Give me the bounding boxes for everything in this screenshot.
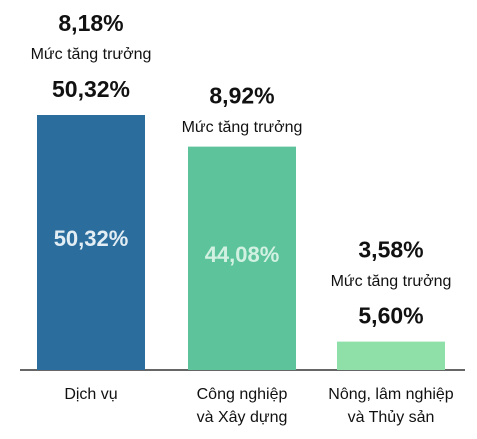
bar <box>37 115 145 370</box>
growth-caption: Mức tăng trưởng <box>182 119 303 136</box>
growth-label: 8,92% <box>209 83 274 109</box>
bar <box>337 341 445 370</box>
growth-label: 3,58% <box>358 237 423 263</box>
category-label: Công nghiệp <box>197 386 288 403</box>
share-inner-label: 44,08% <box>205 242 280 267</box>
bar <box>188 146 296 370</box>
share-inner-label: 50,32% <box>54 226 129 251</box>
share-label: 5,60% <box>358 303 423 329</box>
share-label: 50,32% <box>52 76 130 102</box>
category-label: và Xây dựng <box>197 409 288 426</box>
growth-label: 8,18% <box>58 10 123 36</box>
growth-caption: Mức tăng trưởng <box>331 273 452 290</box>
category-label: Dịch vụ <box>64 386 117 403</box>
category-label: Nông, lâm nghiệp <box>328 386 454 403</box>
category-label: và Thủy sản <box>348 409 435 426</box>
growth-caption: Mức tăng trưởng <box>31 46 152 63</box>
